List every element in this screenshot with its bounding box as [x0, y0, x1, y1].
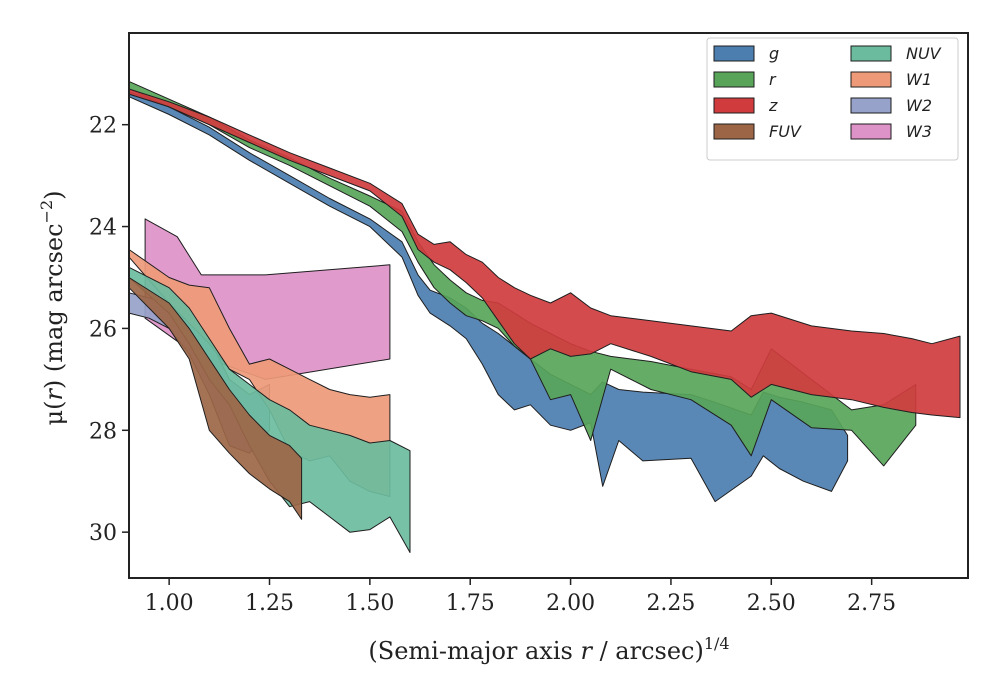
plot-frame [128, 32, 969, 579]
legend-label-r: r [769, 70, 777, 89]
x-axis-label-sup: 1/4 [704, 634, 730, 653]
x-tick-label: 1.25 [245, 591, 294, 616]
y-tick-label: 30 [89, 521, 117, 546]
x-tick-label: 2.00 [546, 591, 595, 616]
y-axis-label-var: r [40, 388, 68, 401]
x-axis-label: (Semi-major axis r / arcsec)1/4 [368, 634, 729, 665]
x-tick-label: 2.75 [847, 591, 896, 616]
legend-swatch-w3 [850, 123, 892, 140]
legend-swatch-w1 [850, 71, 892, 88]
y-axis-label: μ(r) (mag arcsec−2) [37, 190, 68, 425]
y-tick-label: 24 [89, 216, 117, 241]
x-tick-label: 2.25 [646, 591, 695, 616]
y-tick-label: 28 [89, 419, 117, 444]
legend-swatch-z [713, 97, 755, 114]
y-axis-label-prefix: μ( [40, 401, 68, 426]
legend-swatch-g [713, 45, 755, 62]
y-axis-label-mid: ) (mag arcsec [40, 223, 68, 389]
x-axis-label-var: r [580, 637, 593, 665]
band-r [128, 80, 917, 467]
legend-swatch-fuv [713, 123, 755, 140]
legend-box [706, 37, 959, 161]
x-axis-label-prefix: (Semi-major axis [368, 637, 580, 665]
legend-swatch-w2 [850, 97, 892, 114]
legend: grz FUV NUV W1 W2 W3 [706, 37, 959, 161]
legend-label-fuv: FUV [769, 122, 802, 141]
legend-label-w3: W3 [906, 122, 932, 141]
y-axis-label-sup: −2 [37, 200, 56, 224]
legend-label-z: z [768, 96, 778, 115]
legend-label-w2: W2 [906, 96, 932, 115]
legend-swatch-r [713, 71, 755, 88]
x-tick-label: 1.75 [446, 591, 495, 616]
series-bands [128, 80, 961, 553]
legend-label-nuv: NUV [906, 44, 942, 63]
y-axis: 22 24 26 28 30 [89, 114, 129, 546]
legend-label-w1: W1 [906, 70, 932, 89]
y-tick-label: 22 [89, 114, 117, 139]
x-tick-label: 1.50 [345, 591, 394, 616]
x-tick-label: 1.00 [145, 591, 194, 616]
y-axis-label-suffix: ) [40, 190, 68, 199]
legend-label-g: g [769, 44, 779, 63]
x-axis-label-mid: / arcsec) [592, 637, 704, 665]
band-z [128, 88, 961, 419]
x-axis: 1.00 1.25 1.50 1.75 2.00 2.25 2.50 2.75 [145, 578, 896, 616]
y-tick-label: 26 [89, 317, 117, 342]
band-fuv [128, 277, 303, 520]
x-tick-label: 2.50 [747, 591, 796, 616]
legend-swatch-nuv [850, 45, 892, 62]
